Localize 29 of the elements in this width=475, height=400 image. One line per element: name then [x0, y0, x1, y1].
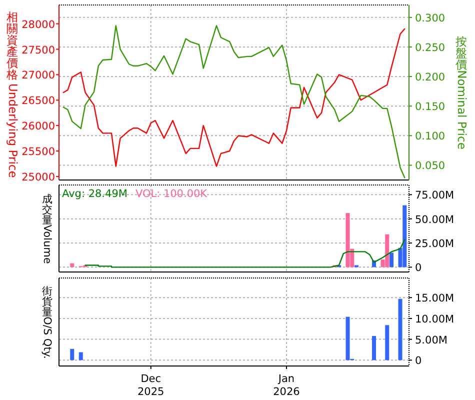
y2-tick-label: 0.100: [415, 130, 446, 143]
y-tick-label: 50.00M: [415, 214, 454, 226]
y-tick-label: 10.00M: [415, 313, 454, 326]
y-tick-label: 25500: [22, 146, 55, 158]
y-tick-label: 26500: [22, 95, 55, 108]
y2-tick-label: 0.250: [415, 42, 446, 54]
y-tick-label: 5.00M: [415, 334, 448, 346]
y2-tick-label: 0.150: [415, 101, 446, 114]
y-tick-label: 26000: [22, 120, 55, 133]
annotation: Avg: 28.49M: [62, 188, 128, 200]
x-tick-label: Jan 2026: [273, 373, 300, 398]
y-tick-label: 0: [415, 262, 422, 274]
y2-axis-title: 按盤價Nominal Price: [455, 34, 469, 150]
y2-tick-label: 0.050: [415, 160, 446, 172]
y-tick-label: 0: [415, 355, 422, 368]
y-tick-label: 25000: [22, 171, 55, 184]
y-tick-label: 28000: [22, 18, 55, 31]
y-axis-title: 街貨量O/S Qty.: [41, 285, 53, 359]
annotation: VOL: 100.00K: [135, 188, 208, 200]
y-tick-label: 15.00M: [415, 292, 454, 305]
y-axis-title: 相關資產價格 Underlying Price: [6, 10, 20, 178]
y2-tick-label: 0.200: [415, 72, 446, 84]
y-tick-label: 27500: [22, 44, 55, 56]
y-tick-label: 25.00M: [415, 238, 454, 250]
x-tick-label: Dec 2025: [138, 373, 164, 398]
y2-tick-label: 0.300: [415, 12, 446, 24]
y-axis-title: 成交量Volume: [41, 192, 53, 264]
y-tick-label: 27000: [22, 70, 55, 82]
y-tick-label: 75.00M: [415, 190, 454, 202]
